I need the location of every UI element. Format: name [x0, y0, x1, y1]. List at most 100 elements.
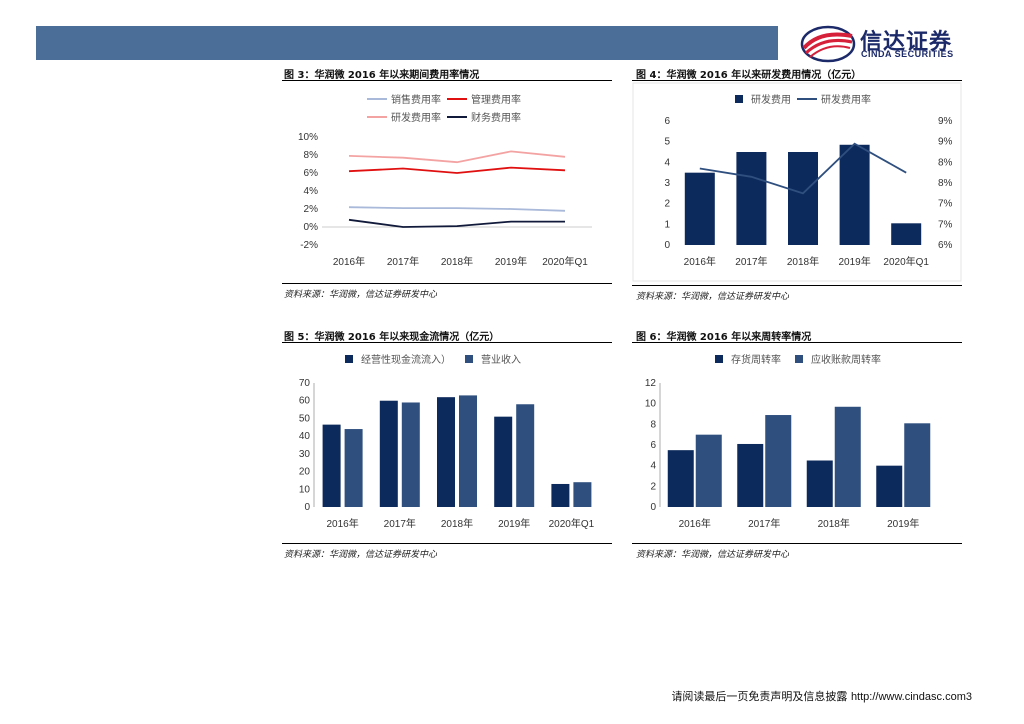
- legend-swatch-0: [345, 355, 353, 363]
- series-line-0: [348, 206, 566, 212]
- y-tick-label: 0: [650, 502, 656, 513]
- y-tick-label: 40: [299, 431, 311, 442]
- x-tick-label: 2019年: [887, 517, 919, 530]
- x-tick-label: 2020年Q1: [542, 255, 588, 268]
- chart-frame: [632, 82, 962, 282]
- footer-url[interactable]: http://www.cindasc.com3: [850, 691, 972, 703]
- x-tick-label: 2020年Q1: [883, 255, 929, 268]
- legend-label: 存货周转率: [731, 353, 781, 366]
- legend-swatch-0: [715, 355, 723, 363]
- bar-series-1: [765, 415, 792, 507]
- legend-label: 销售费用率: [391, 93, 441, 106]
- series-line-rd-rate: [699, 142, 907, 195]
- x-tick-label: 2016年: [333, 255, 365, 268]
- x-tick-label: 2019年: [495, 255, 527, 268]
- y-tick-label: 1: [664, 219, 670, 230]
- y-tick-label: 5: [664, 137, 670, 148]
- bar-series-0: [551, 483, 570, 507]
- fig5-source: 资料来源：华润微，信达证券研发中心: [284, 550, 438, 560]
- bar-series-1: [904, 423, 931, 507]
- legend-label: 经营性现金流流入）: [361, 353, 451, 366]
- legend-label: 财务费用率: [471, 111, 521, 124]
- y-tick-label: 4: [664, 157, 670, 168]
- y-tick-label: 8: [650, 419, 656, 430]
- x-tick-label: 2016年: [684, 255, 716, 268]
- fig5-top-rule: [282, 342, 612, 343]
- x-tick-label: 2019年: [498, 517, 530, 530]
- x-tick-label: 2016年: [679, 517, 711, 530]
- x-tick-label: 2017年: [384, 517, 416, 530]
- bar-rd-expense: [788, 152, 818, 245]
- cinda-logo: 信达证券 CINDA SECURITIES: [800, 22, 990, 66]
- x-tick-label: 2017年: [735, 255, 767, 268]
- bar-series-0: [667, 450, 694, 507]
- legend-swatch-1: [465, 355, 473, 363]
- fig6-top-rule: [632, 342, 962, 343]
- fig6-source: 资料来源：华润微，信达证券研发中心: [636, 550, 790, 560]
- series-line-3: [348, 218, 565, 228]
- legend-label: 研发费用率: [821, 93, 871, 106]
- legend-swatch-1: [795, 355, 803, 363]
- fig3-source: 资料来源：华润微，信达证券研发中心: [284, 290, 438, 300]
- y2-tick-label: 6%: [938, 240, 953, 251]
- x-tick-label: 2016年: [326, 517, 358, 530]
- series-line-1: [348, 166, 566, 174]
- y2-tick-label: 7%: [938, 199, 953, 210]
- bar-series-0: [379, 400, 398, 507]
- y-tick-label: 20: [299, 467, 311, 478]
- legend-label: 营业收入: [481, 353, 521, 366]
- y-tick-label: 6%: [304, 168, 319, 179]
- y-tick-label: 30: [299, 449, 311, 460]
- y-tick-label: 4%: [304, 186, 319, 197]
- y-tick-label: -2%: [300, 240, 318, 251]
- y-tick-label: 60: [299, 396, 311, 407]
- logo-globe-icon: [800, 25, 856, 63]
- fig5-chart-svg: 经营性现金流流入） 营业收入 70 60 50 40 30 20 10 0 2016年 2017年 20…: [299, 353, 595, 530]
- bar-rd-expense: [891, 223, 922, 245]
- legend-label: 应收账款周转率: [811, 353, 881, 366]
- fig6-chart-svg: 存货周转率 应收账款周转率 12 10 8 6 4 2 0 2016年 2017年 2018年 2019…: [645, 353, 931, 530]
- fig6-bottom-rule: [632, 543, 962, 544]
- y-tick-label: 2: [650, 481, 656, 492]
- legend-label: 管理费用率: [471, 93, 521, 106]
- y-tick-label: 0: [664, 240, 670, 251]
- y-tick-label: 12: [645, 378, 657, 389]
- bar-series-1: [344, 429, 363, 507]
- y-tick-label: 6: [664, 116, 670, 127]
- y-tick-label: 2: [664, 199, 670, 210]
- y-tick-label: 3: [664, 178, 670, 189]
- y2-tick-label: 8%: [938, 157, 953, 168]
- fig6-title: 图 6：华润微 2016 年以来周转率情况: [636, 332, 812, 343]
- x-tick-label: 2018年: [441, 517, 473, 530]
- bar-series-0: [876, 465, 903, 507]
- bar-rd-expense: [736, 152, 767, 245]
- fig4-title: 图 4：华润微 2016 年以来研发费用情况（亿元）: [636, 70, 862, 81]
- y-tick-label: 2%: [304, 204, 319, 215]
- logo-english-text: CINDA SECURITIES: [861, 49, 954, 59]
- fig5-title: 图 5：华润微 2016 年以来现金流情况（亿元）: [284, 332, 500, 343]
- y-tick-label: 70: [299, 378, 311, 389]
- page-footer: 请阅读最后一页免责声明及信息披露 http://www.cindasc.com3: [671, 688, 972, 704]
- bar-series-0: [494, 416, 513, 507]
- legend-label: 研发费用: [751, 93, 791, 106]
- fig4-top-rule: [632, 80, 962, 81]
- x-tick-label: 2017年: [748, 517, 780, 530]
- fig4-chart: 研发费用 研发费用率 6 5 4 3 2 1 0 9% 9% 8% 8% 7% 7% 6% 2016年 2017年…: [632, 82, 962, 282]
- x-tick-label: 2018年: [818, 517, 850, 530]
- x-tick-label: 2018年: [787, 255, 819, 268]
- y-tick-label: 0: [304, 502, 310, 513]
- header-bar: [36, 26, 778, 60]
- fig4-bottom-rule: [632, 285, 962, 286]
- fig3-chart: 销售费用率 管理费用率 研发费用率 财务费用率 10% 8% 6% 4% 2% 0% -2% 2016…: [282, 82, 612, 282]
- fig6-chart: 存货周转率 应收账款周转率 12 10 8 6 4 2 0 2016年 2017年 2018年 2019…: [632, 344, 962, 540]
- fig3-title: 图 3：华润微 2016 年以来期间费用率情况: [284, 70, 480, 81]
- y-tick-label: 8%: [304, 150, 319, 161]
- bar-series-0: [322, 424, 341, 507]
- x-tick-label: 2017年: [387, 255, 419, 268]
- y-tick-label: 0%: [304, 222, 319, 233]
- bar-series-0: [437, 397, 455, 507]
- x-tick-label: 2019年: [838, 255, 870, 268]
- y-tick-label: 50: [299, 413, 311, 424]
- bar-series-1: [459, 395, 477, 507]
